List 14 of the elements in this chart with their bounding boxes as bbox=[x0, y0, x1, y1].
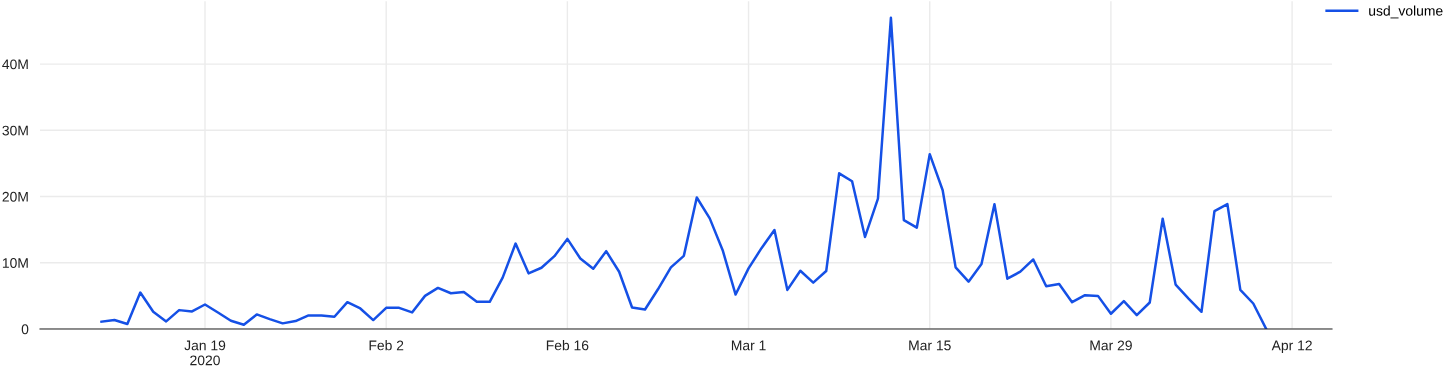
legend-label: usd_volume bbox=[1369, 5, 1443, 19]
x-tick-label: Jan 19 2020 bbox=[184, 340, 226, 366]
x-tick-label: Mar 15 bbox=[909, 340, 951, 351]
y-tick-label: 20M bbox=[2, 191, 28, 202]
y-tick-label: 40M bbox=[2, 59, 28, 70]
x-tick-label: Mar 29 bbox=[1090, 340, 1132, 351]
x-tick-label: Feb 2 bbox=[369, 340, 404, 351]
x-tick-label: Feb 16 bbox=[546, 340, 589, 351]
line-series bbox=[100, 16, 1268, 329]
y-tick-label: 10M bbox=[2, 258, 28, 268]
x-tick-label: Apr 12 bbox=[1271, 340, 1312, 354]
x-tick-label: Mar 1 bbox=[731, 340, 766, 351]
y-tick-label: 0 bbox=[21, 324, 29, 335]
y-tick-label: 30M bbox=[2, 125, 28, 136]
